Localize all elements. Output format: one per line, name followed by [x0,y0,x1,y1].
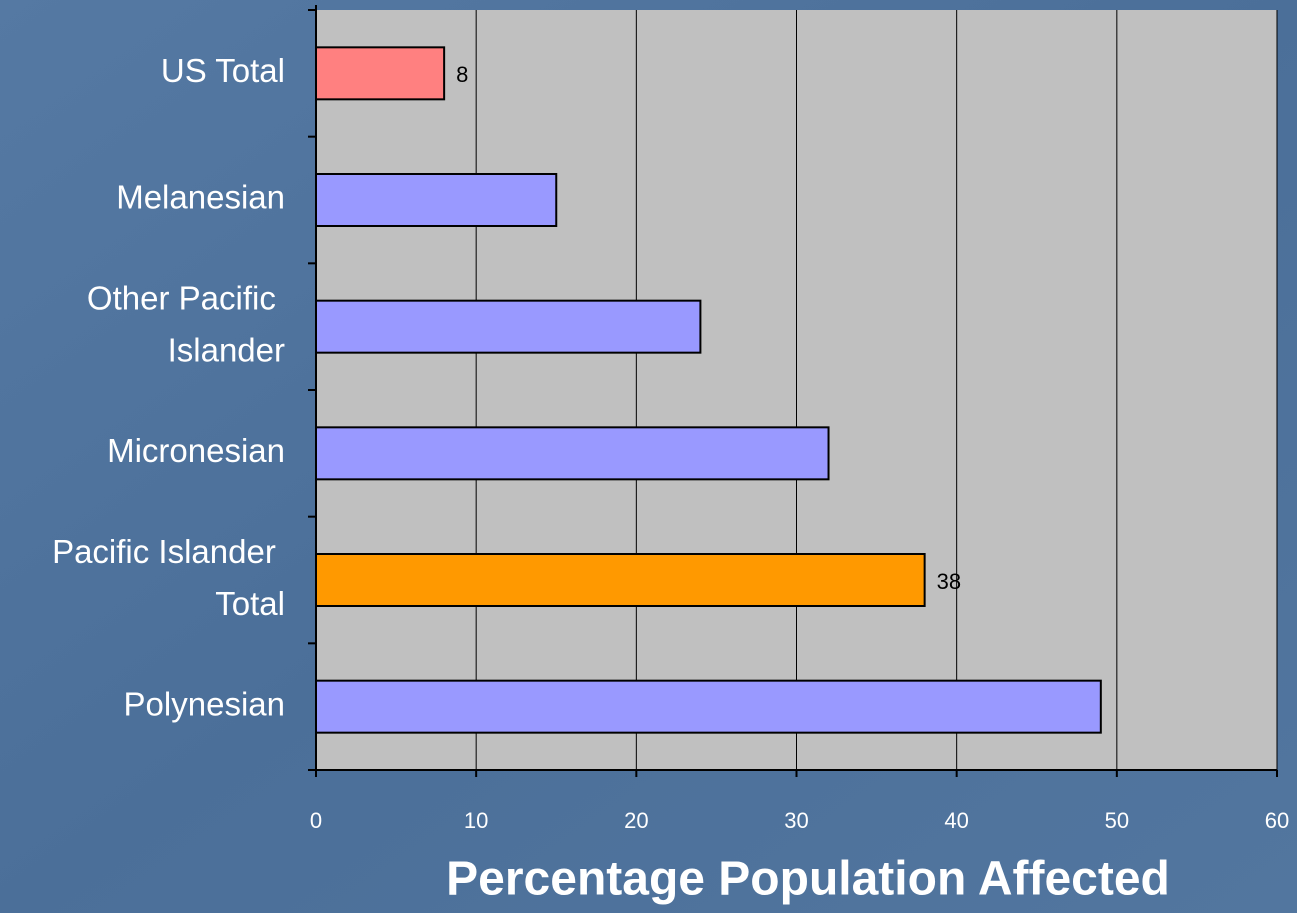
y-tick-label: Polynesian [124,685,285,722]
bar [315,679,1102,734]
data-label: 8 [456,62,468,87]
x-tick-label: 0 [310,808,322,833]
x-tick-label: 40 [944,808,968,833]
y-tick-label: Pacific Islander Total [52,533,285,622]
x-axis-label: Percentage Population Affected [446,853,1170,906]
x-tick-label: 30 [784,808,808,833]
y-tick-label: Other Pacific Islander [87,279,285,368]
x-tick-label: 20 [624,808,648,833]
x-tick-label: 50 [1105,808,1129,833]
y-tick-label: Micronesian [107,432,285,469]
data-label: 38 [937,569,961,594]
bar [315,299,702,354]
x-tick-label: 60 [1265,808,1289,833]
y-tick-label: US Total [161,52,285,89]
x-tick-label: 10 [464,808,488,833]
bar [315,426,830,481]
y-tick-label: Melanesian [116,179,285,216]
bar [315,173,558,227]
bar [315,46,446,101]
bar [315,553,926,607]
